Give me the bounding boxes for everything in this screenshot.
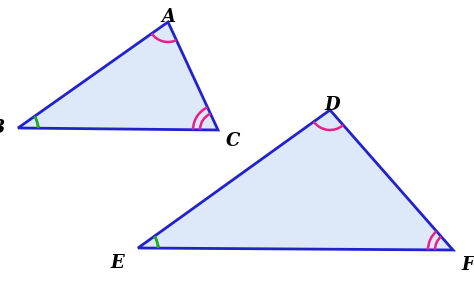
Text: E: E bbox=[110, 254, 124, 272]
Text: A: A bbox=[161, 8, 175, 26]
Polygon shape bbox=[18, 22, 218, 130]
Text: C: C bbox=[226, 132, 240, 150]
Text: D: D bbox=[324, 96, 340, 114]
Polygon shape bbox=[138, 110, 453, 250]
Text: F: F bbox=[461, 256, 474, 274]
Text: B: B bbox=[0, 119, 5, 137]
